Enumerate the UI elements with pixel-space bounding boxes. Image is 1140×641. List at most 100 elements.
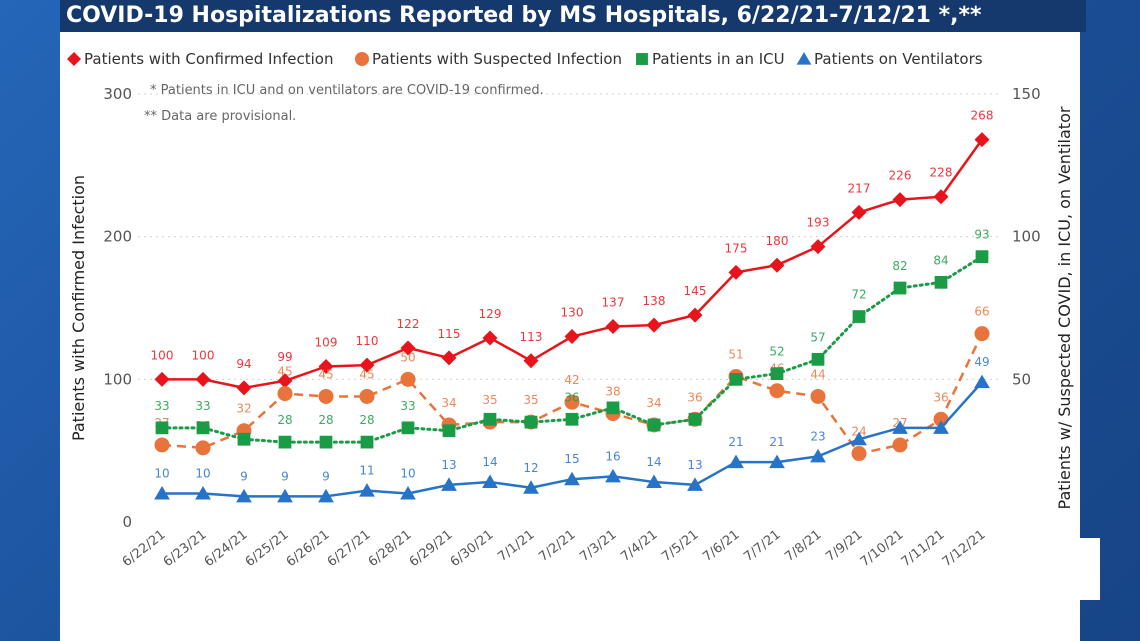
data-point bbox=[400, 371, 416, 387]
data-point bbox=[154, 371, 170, 387]
data-point bbox=[769, 454, 785, 469]
data-label: 13 bbox=[687, 458, 702, 472]
legend-marker-circle-icon bbox=[355, 52, 369, 66]
data-label: 115 bbox=[438, 327, 461, 341]
data-label: 45 bbox=[359, 367, 374, 381]
data-point bbox=[400, 340, 416, 356]
data-point bbox=[728, 454, 744, 469]
x-tick-label: 6/23/21 bbox=[161, 527, 210, 570]
data-point bbox=[810, 239, 826, 255]
data-point bbox=[236, 488, 252, 503]
data-label: 110 bbox=[356, 334, 379, 348]
x-tick-label: 7/10/21 bbox=[858, 527, 907, 570]
y-tick-label: 100 bbox=[103, 370, 132, 388]
data-point bbox=[687, 477, 703, 491]
x-tick-label: 6/22/21 bbox=[120, 527, 169, 570]
data-point bbox=[523, 353, 539, 369]
x-tick-label: 7/3/21 bbox=[577, 527, 619, 565]
data-label: 38 bbox=[605, 385, 620, 399]
data-point bbox=[974, 374, 990, 389]
y-tick-label: 0 bbox=[122, 513, 132, 531]
data-point bbox=[893, 281, 907, 295]
data-label: 24 bbox=[851, 425, 866, 439]
legend-marker-diamond-icon bbox=[67, 52, 81, 66]
data-point bbox=[277, 488, 293, 503]
data-point bbox=[441, 350, 457, 366]
data-label: 100 bbox=[151, 348, 174, 362]
data-label: 130 bbox=[561, 306, 584, 320]
legend-entry: Patients with Confirmed Infection bbox=[84, 50, 333, 68]
data-point bbox=[688, 412, 702, 426]
data-label: 28 bbox=[318, 413, 333, 427]
x-tick-label: 6/29/21 bbox=[407, 527, 456, 570]
data-point bbox=[606, 401, 620, 415]
data-label: 14 bbox=[482, 455, 497, 469]
data-label: 36 bbox=[687, 390, 702, 404]
data-label: 10 bbox=[154, 466, 169, 480]
data-point bbox=[646, 474, 662, 489]
data-label: 228 bbox=[930, 166, 953, 180]
data-point bbox=[359, 483, 375, 497]
data-point bbox=[319, 435, 333, 449]
data-point bbox=[564, 471, 580, 486]
data-label: 13 bbox=[441, 458, 456, 472]
data-label: 138 bbox=[643, 294, 666, 308]
data-point bbox=[647, 418, 661, 432]
data-label: 100 bbox=[192, 348, 215, 362]
data-label: 49 bbox=[974, 355, 989, 369]
x-tick-label: 7/11/21 bbox=[899, 527, 948, 570]
data-point bbox=[401, 421, 415, 435]
y-tick-label: 200 bbox=[103, 228, 132, 246]
x-tick-label: 6/28/21 bbox=[366, 527, 415, 570]
data-label: 57 bbox=[810, 330, 825, 344]
data-label: 42 bbox=[564, 373, 579, 387]
data-label: 36 bbox=[564, 390, 579, 404]
data-point bbox=[811, 352, 825, 366]
legend-entry: Patients in an ICU bbox=[652, 50, 785, 68]
data-point bbox=[277, 386, 293, 402]
data-point bbox=[482, 474, 498, 489]
data-point bbox=[318, 388, 334, 404]
data-point bbox=[441, 477, 457, 491]
data-point bbox=[278, 435, 292, 449]
x-tick-label: 7/5/21 bbox=[659, 527, 701, 565]
data-point bbox=[237, 432, 251, 446]
x-tick-label: 6/24/21 bbox=[202, 527, 251, 570]
x-tick-label: 6/26/21 bbox=[284, 527, 333, 570]
data-point bbox=[482, 330, 498, 346]
data-label: 82 bbox=[892, 259, 907, 273]
data-label: 137 bbox=[602, 296, 625, 310]
data-point bbox=[974, 132, 990, 148]
data-label: 15 bbox=[564, 452, 579, 466]
data-point bbox=[687, 307, 703, 323]
data-point bbox=[810, 448, 826, 463]
x-tick-label: 7/4/21 bbox=[618, 527, 660, 565]
data-point bbox=[359, 388, 375, 404]
data-point bbox=[769, 383, 785, 399]
data-label: 21 bbox=[728, 435, 743, 449]
data-label: 99 bbox=[277, 350, 292, 364]
y-axis-label: Patients with Confirmed Infection bbox=[69, 175, 88, 441]
data-point bbox=[933, 189, 949, 205]
data-point bbox=[359, 357, 375, 373]
x-tick-label: 7/8/21 bbox=[782, 527, 824, 565]
data-point bbox=[318, 488, 334, 503]
data-label: 113 bbox=[520, 330, 543, 344]
data-point bbox=[975, 250, 989, 264]
data-label: 50 bbox=[400, 350, 415, 364]
data-point bbox=[523, 480, 539, 494]
data-label: 44 bbox=[810, 367, 825, 381]
data-point bbox=[360, 435, 374, 449]
data-label: 226 bbox=[889, 169, 912, 183]
data-label: 122 bbox=[397, 317, 420, 331]
data-label: 94 bbox=[236, 357, 251, 371]
data-point bbox=[564, 329, 580, 345]
data-point bbox=[155, 421, 169, 435]
footnote-icu: * Patients in ICU and on ventilators are… bbox=[150, 83, 544, 98]
data-label: 109 bbox=[315, 335, 338, 349]
data-point bbox=[892, 437, 908, 453]
data-point bbox=[729, 372, 743, 386]
data-label: 9 bbox=[240, 469, 248, 483]
data-point bbox=[277, 373, 293, 389]
